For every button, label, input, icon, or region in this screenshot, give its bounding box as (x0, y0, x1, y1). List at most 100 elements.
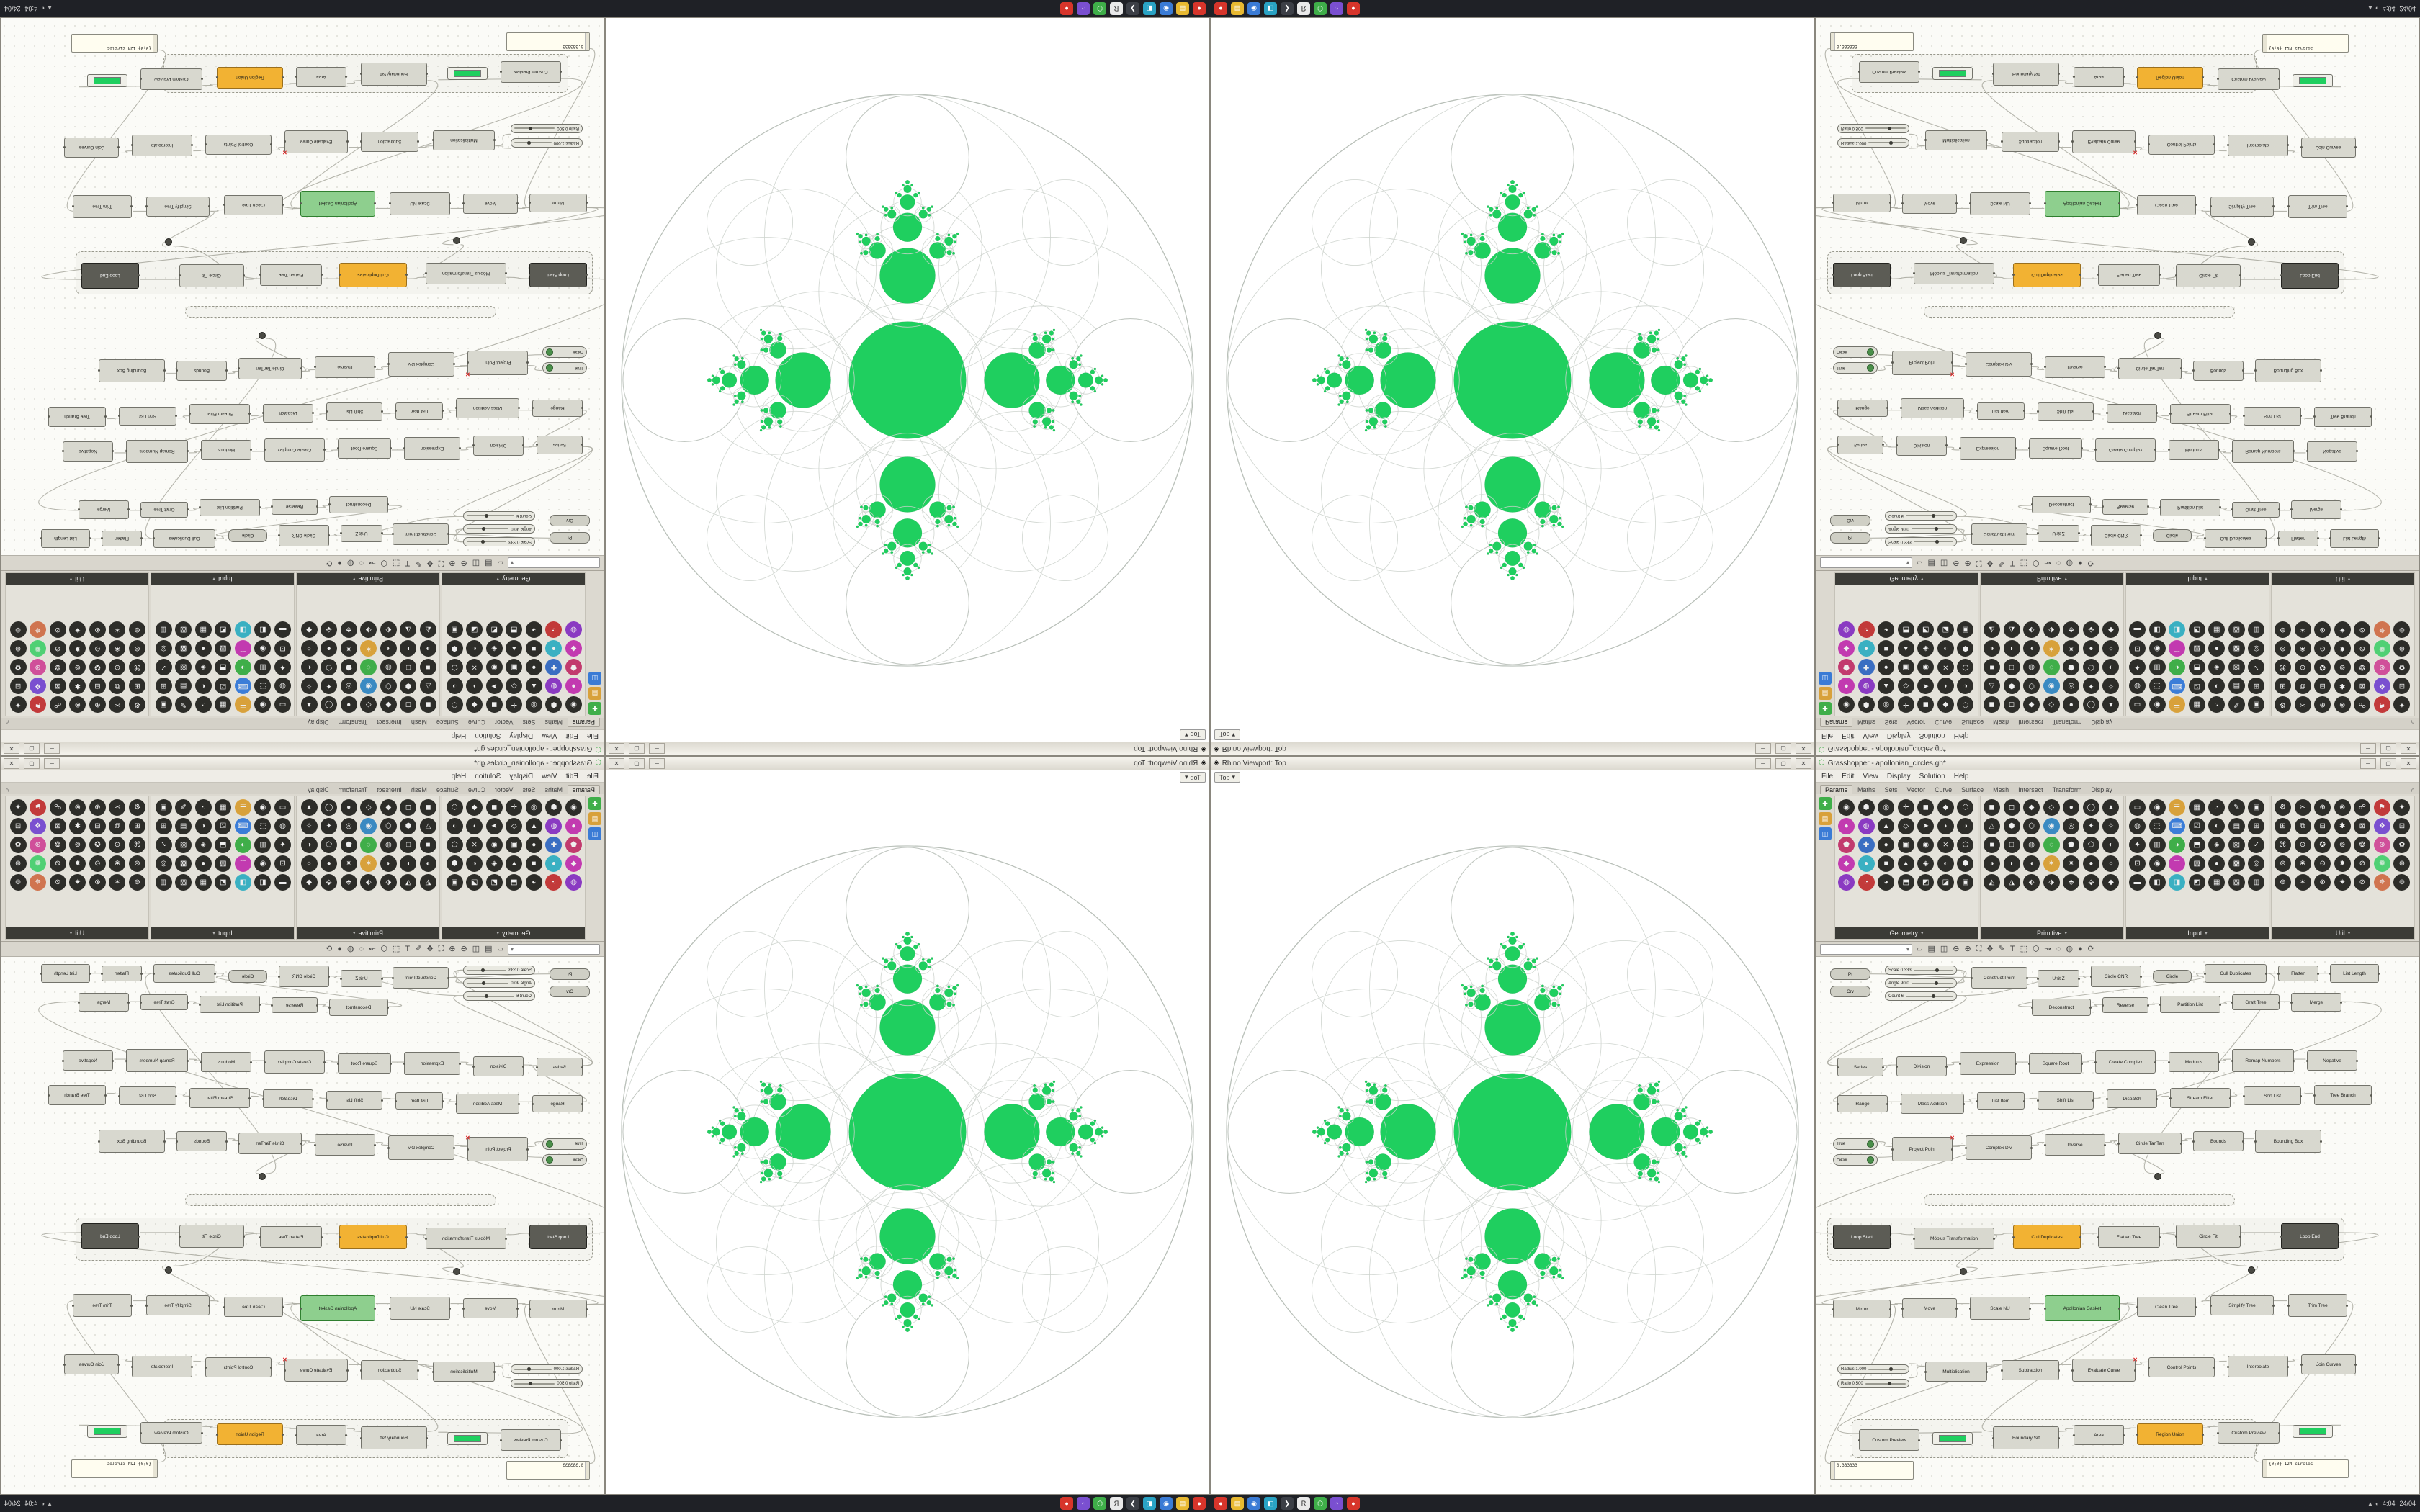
component-icon[interactable]: ◐ (2102, 659, 2120, 675)
component-icon[interactable]: ▩ (2228, 855, 2245, 872)
component-icon[interactable]: ◼ (1984, 799, 2000, 816)
component-icon[interactable]: ◇ (2043, 696, 2060, 713)
component-icon[interactable]: ✵ (30, 621, 47, 638)
slider-knob[interactable] (484, 514, 488, 518)
component-icon[interactable]: ● (340, 799, 357, 816)
component-icon[interactable]: ◔ (545, 621, 563, 638)
component-icon[interactable]: ◗ (1937, 678, 1954, 694)
component-icon[interactable]: ◮ (400, 621, 417, 638)
gh-node[interactable]: Construct Point (1971, 523, 2027, 545)
gh-node[interactable]: Scale NU (390, 1297, 450, 1320)
grasshopper-canvas[interactable]: Pt Crv Scale 0.333 Angle 90.0 Count 6 Constru… (1816, 18, 2419, 555)
gh-node[interactable]: Count 6 (1885, 991, 1957, 1001)
gh-node[interactable]: Circle TanTan (238, 358, 302, 379)
gh-node[interactable]: List Length (2329, 964, 2380, 983)
tab-transform[interactable]: Transform (338, 719, 368, 726)
maximize-button[interactable]: ▢ (1775, 743, 1791, 755)
gh-node[interactable]: Remap Numbers (126, 1049, 188, 1072)
component-icon[interactable]: ☍ (49, 696, 66, 713)
gh-node[interactable]: Square Root (2028, 1053, 2083, 1074)
minimize-button[interactable]: ─ (649, 757, 665, 769)
component-icon[interactable]: ◍ (2023, 837, 2040, 853)
slider-knob[interactable] (1888, 1367, 1893, 1371)
gh-node[interactable] (87, 74, 127, 87)
gh-node[interactable]: Scale 0.333 (1885, 966, 1957, 975)
component-icon[interactable]: ⚙ (2275, 799, 2291, 816)
gh-node[interactable]: Simplify Tree (2210, 1295, 2275, 1315)
gh-node[interactable]: Reverse (2102, 997, 2149, 1013)
component-icon[interactable]: ⌨ (234, 678, 251, 694)
taskbar-tray[interactable]: ▲ ◖ 4:04 24/04 (2367, 1500, 2416, 1507)
component-icon[interactable]: ✂ (109, 799, 126, 816)
component-icon[interactable]: ✸ (2334, 855, 2351, 872)
group-icon[interactable]: ⬚ (2020, 944, 2027, 953)
component-icon[interactable]: ◻ (400, 799, 417, 816)
gh-node[interactable]: Interpolate (2227, 1356, 2289, 1377)
component-icon[interactable]: ◈ (194, 659, 212, 675)
menu-display[interactable]: Display (1886, 772, 1911, 780)
component-icon[interactable]: ▣ (2248, 799, 2265, 816)
gh-node[interactable]: Multiplication (1924, 1362, 1988, 1382)
component-icon[interactable]: ☑ (215, 818, 232, 834)
component-icon[interactable]: ● (2208, 855, 2226, 872)
component-icon[interactable]: ▲ (1878, 678, 1895, 694)
gh-node[interactable]: Boundary Srf (1992, 1426, 2060, 1449)
gh-node[interactable]: Partition List (2160, 499, 2220, 516)
component-icon[interactable]: ● (194, 640, 212, 657)
component-icon[interactable]: ✧ (2102, 678, 2120, 694)
tab-surface[interactable]: Surface (1961, 786, 1984, 793)
component-icon[interactable]: ⬠ (1957, 837, 1974, 853)
component-icon[interactable]: ◇ (1897, 678, 1914, 694)
gh-node[interactable]: Scale 0.333 (1885, 537, 1957, 546)
component-icon[interactable]: ◎ (340, 678, 357, 694)
component-icon[interactable]: ⊙ (109, 837, 126, 853)
gh-node[interactable]: Mass Addition (1900, 1094, 1965, 1114)
slider-knob[interactable] (1932, 994, 1936, 998)
component-icon[interactable]: ⬠ (1957, 659, 1974, 675)
component-icon[interactable]: ⊙ (2393, 621, 2411, 638)
component-icon[interactable]: ❖ (2373, 818, 2390, 834)
menu-file[interactable]: File (586, 772, 599, 780)
gh-node[interactable]: Control Points (205, 1357, 272, 1377)
component-icon[interactable]: ◯ (321, 799, 338, 816)
gh-node[interactable]: Angle 90.0 (1885, 978, 1957, 988)
component-icon[interactable]: ✶ (360, 640, 377, 657)
gh-node[interactable]: Deconstruct (329, 496, 388, 513)
component-icon[interactable]: ▲ (300, 696, 318, 713)
grasshopper-canvas[interactable]: Pt Crv Scale 0.333 Angle 90.0 Count 6 Constru… (1, 957, 604, 1494)
component-icon[interactable]: ⬒ (2188, 837, 2205, 853)
menu-view[interactable]: View (542, 772, 557, 780)
open-definition-icon[interactable]: ▤ (1819, 687, 1832, 700)
component-icon[interactable]: ◔ (545, 874, 563, 891)
grasshopper-titlebar[interactable]: ⬡ Grasshopper - apollonian_circles.gh* ─… (1, 742, 604, 755)
gh-node[interactable]: Expression (404, 1052, 460, 1075)
component-icon[interactable]: ◑ (1984, 640, 2000, 657)
gh-node[interactable] (453, 1268, 460, 1275)
component-icon[interactable]: ⬚ (254, 678, 272, 694)
component-icon[interactable]: ● (525, 837, 542, 853)
menu-file[interactable]: File (586, 732, 599, 740)
gh-node[interactable]: Inverse (315, 1134, 375, 1156)
search-icon[interactable]: ⌕ (5, 786, 9, 794)
component-icon[interactable]: ▬ (274, 621, 291, 638)
sketch-icon[interactable]: ✎ (1998, 944, 2005, 953)
gh-node[interactable]: Project Point ✕ (465, 351, 528, 377)
component-icon[interactable]: ✦ (321, 818, 338, 834)
zoom-out-icon[interactable]: ⊖ (1953, 944, 1960, 953)
taskbar-code-icon[interactable]: ◧ (1264, 1497, 1277, 1510)
component-icon[interactable]: ▣ (1957, 621, 1974, 638)
component-icon[interactable]: ◐ (2208, 818, 2226, 834)
gh-node[interactable]: Shift List (2037, 1091, 2094, 1110)
component-icon[interactable]: ⬡ (1957, 696, 1974, 713)
gh-node[interactable]: Stream Filter (2169, 1088, 2231, 1108)
rhino-titlebar[interactable]: ◈ Rhino Viewport: Top ─ ▢ ✕ (1211, 742, 1814, 755)
component-icon[interactable]: ⌨ (234, 818, 251, 834)
component-icon[interactable]: □ (400, 659, 417, 675)
component-icon[interactable]: ✶ (2294, 621, 2311, 638)
component-icon[interactable]: ● (565, 678, 582, 694)
component-icon[interactable]: ✷ (69, 874, 86, 891)
gh-node[interactable]: Negative (2306, 1050, 2358, 1071)
ribbon-group-label[interactable]: Util ▾ (2272, 573, 2414, 585)
gh-node[interactable]: 0.333333 (506, 32, 590, 51)
component-icon[interactable]: ■ (1984, 837, 2000, 853)
